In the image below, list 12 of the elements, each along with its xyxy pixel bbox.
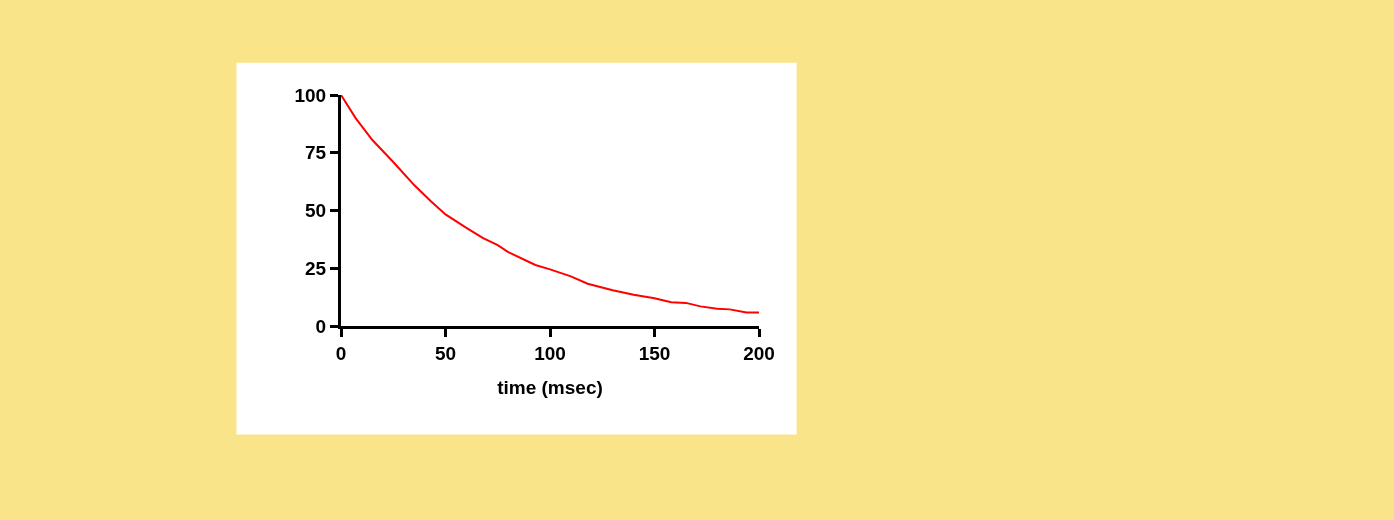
x-axis-title: time (msec) — [497, 376, 603, 398]
x-tick-label: 0 — [335, 342, 347, 364]
x-tick-label: 200 — [743, 342, 775, 364]
line-series — [341, 95, 759, 314]
x-tick-label: 150 — [638, 342, 671, 364]
x-tick-label: 50 — [434, 342, 457, 364]
y-tick-label: 75 — [305, 142, 327, 164]
y-tick-label: 100 — [294, 84, 327, 106]
y-tick-label: 50 — [305, 200, 327, 222]
x-tick-label: 100 — [534, 342, 566, 364]
y-tick-label: 0 — [315, 315, 327, 337]
y-tick-label: 25 — [305, 257, 327, 279]
